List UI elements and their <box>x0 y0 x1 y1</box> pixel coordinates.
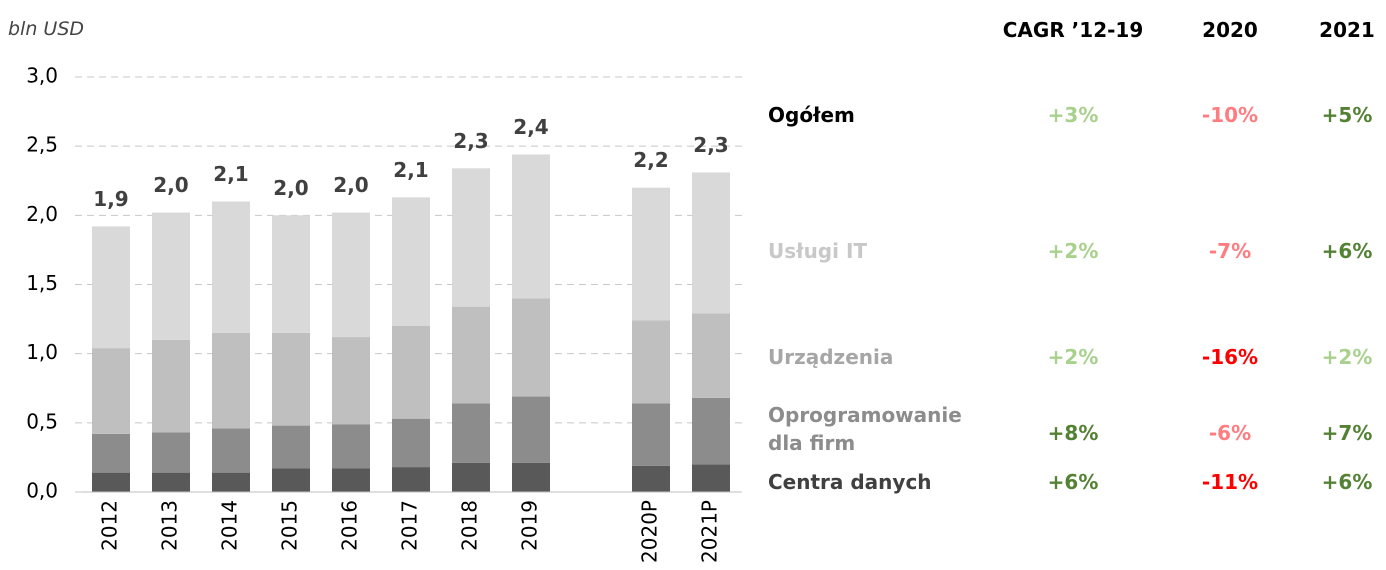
total-label: 1,9 <box>93 187 128 211</box>
total-label: 2,3 <box>693 133 728 157</box>
bar-segment <box>212 332 250 429</box>
row-label: Oprogramowanie dla firm <box>768 403 962 455</box>
growth-value: +2% <box>1047 345 1099 369</box>
total-label: 2,0 <box>273 176 308 200</box>
growth-value: +8% <box>1047 421 1099 445</box>
growth-value: -16% <box>1201 345 1259 369</box>
bar-segment <box>452 168 490 307</box>
x-tick-label: 2012 <box>98 500 122 551</box>
bar-segment <box>152 339 190 433</box>
growth-value: +6% <box>1321 239 1373 263</box>
bar-segment <box>692 172 730 314</box>
bar-segment <box>332 424 370 469</box>
y-tick-label: 3,0 <box>26 64 58 88</box>
growth-value: +5% <box>1321 103 1373 127</box>
bar-segment <box>512 298 550 397</box>
bar-segment <box>512 462 550 492</box>
chart: 0,0 0,5 1,0 1,5 2,0 2,5 3,0 2012 1,9 2013 2,0 2014 2… <box>26 64 745 563</box>
x-tick-label: 2021P <box>698 500 722 563</box>
growth-value: -7% <box>1208 239 1252 263</box>
bar-segment <box>692 313 730 398</box>
row-label: Ogółem <box>768 103 855 127</box>
bar-segment <box>92 433 130 473</box>
x-tick-label: 2020P <box>638 500 662 563</box>
total-label: 2,0 <box>153 173 188 197</box>
column-header: 2021 <box>1319 18 1375 42</box>
growth-value: -11% <box>1201 470 1259 494</box>
x-tick-label: 2018 <box>458 500 482 551</box>
row-label: Urządzenia <box>768 345 894 369</box>
bar-segment <box>452 462 490 492</box>
row-label: Centra danych <box>768 470 932 494</box>
bar-segment <box>392 467 430 492</box>
x-tick-label: 2019 <box>518 500 542 551</box>
bar-segment <box>632 403 670 466</box>
row-label: Usługi IT <box>768 239 868 263</box>
bar-segment <box>512 154 550 299</box>
growth-value: -6% <box>1208 421 1252 445</box>
total-label: 2,1 <box>213 162 248 186</box>
bar-segment <box>152 212 190 340</box>
bar-segment <box>272 468 310 492</box>
bar-segment <box>632 320 670 404</box>
bar-segment <box>332 212 370 338</box>
bar-segment <box>92 472 130 492</box>
column-header: CAGR ’12-19 <box>1002 18 1144 42</box>
x-tick-label: 2017 <box>398 500 422 551</box>
x-tick-label: 2014 <box>218 500 242 551</box>
bar-segment <box>272 215 310 333</box>
bar-segment <box>92 226 130 349</box>
bar-segment <box>512 396 550 463</box>
growth-value: +7% <box>1321 421 1373 445</box>
x-tick-label: 2013 <box>158 500 182 551</box>
bar-segment <box>332 468 370 492</box>
bar-segment <box>152 432 190 473</box>
growth-value: +2% <box>1321 345 1373 369</box>
bar-segment <box>392 197 430 326</box>
bar-segment <box>392 418 430 468</box>
bar-segment <box>212 472 250 492</box>
y-tick-label: 2,5 <box>26 133 58 157</box>
column-header: 2020 <box>1202 18 1258 42</box>
bar-segment <box>392 326 430 419</box>
growth-value: +2% <box>1047 239 1099 263</box>
total-label: 2,0 <box>333 173 368 197</box>
growth-value: -10% <box>1201 103 1259 127</box>
bar-segment <box>332 337 370 425</box>
y-tick-label: 2,0 <box>26 202 58 226</box>
total-label: 2,1 <box>393 158 428 182</box>
bar-segment <box>452 306 490 404</box>
y-tick-label: 1,5 <box>26 271 58 295</box>
bar-segment <box>92 348 130 434</box>
bar-segment <box>272 332 310 426</box>
bar-segment <box>632 187 670 321</box>
y-tick-label: 1,0 <box>26 340 58 364</box>
bar-segment <box>212 428 250 473</box>
growth-value: +6% <box>1321 470 1373 494</box>
total-label: 2,4 <box>513 115 548 139</box>
x-tick-label: 2015 <box>278 500 302 551</box>
total-label: 2,3 <box>453 129 488 153</box>
bar-segment <box>272 425 310 469</box>
bar-segment <box>212 201 250 333</box>
growth-value: +3% <box>1047 103 1099 127</box>
bar-segment <box>452 403 490 463</box>
x-tick-label: 2016 <box>338 500 362 551</box>
y-tick-label: 0,0 <box>26 479 58 503</box>
bar-segment <box>632 465 670 492</box>
y-tick-label: 0,5 <box>26 409 58 433</box>
growth-value: +6% <box>1047 470 1099 494</box>
unit-label: bln USD <box>8 18 85 40</box>
bar-segment <box>692 397 730 465</box>
total-label: 2,2 <box>633 148 668 172</box>
bar-segment <box>152 472 190 492</box>
bar-segment <box>692 464 730 492</box>
